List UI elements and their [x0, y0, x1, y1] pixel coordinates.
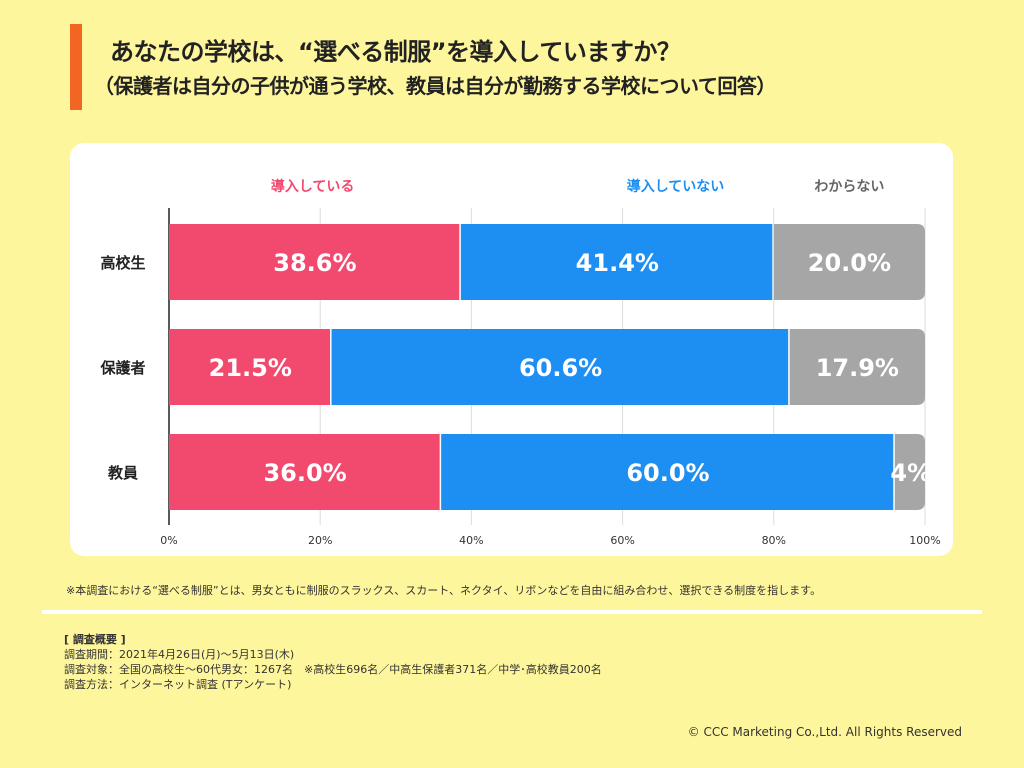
legend-label: 導入している: [271, 178, 355, 195]
data-label: 21.5%: [209, 354, 292, 382]
data-label: 20.0%: [808, 249, 891, 277]
bar-segment: [789, 329, 925, 405]
data-label: 38.6%: [273, 249, 356, 277]
divider: [42, 610, 982, 614]
x-tick-label: 0%: [160, 534, 177, 547]
title-accent-bar: [70, 24, 82, 110]
category-label: 教員: [107, 464, 138, 482]
survey-line: 調査期間：2021年4月26日(月)～5月13日(木): [64, 648, 295, 661]
bar-segment: [169, 224, 460, 300]
category-label: 保護者: [99, 359, 145, 377]
bar-segment: [169, 434, 440, 510]
data-label: 60.0%: [626, 459, 709, 487]
data-label: 17.9%: [816, 354, 899, 382]
legend-label: わからない: [814, 179, 884, 195]
data-label: 41.4%: [576, 249, 659, 277]
copyright: © CCC Marketing Co.,Ltd. All Rights Rese…: [687, 725, 962, 739]
bar-segment: [331, 329, 789, 405]
bar-segment: [894, 434, 925, 510]
page-title: あなたの学校は、“選べる制服”を導入していますか？: [110, 38, 681, 66]
page-subtitle: （保護者は自分の子供が通う学校、教員は自分が勤務する学校について回答）: [94, 74, 776, 98]
survey-line: 調査対象：全国の高校生～60代男女：1267名 ※高校生696名／中高生保護者3…: [64, 663, 602, 676]
data-label: 60.6%: [519, 354, 602, 382]
bar-segment: [460, 224, 773, 300]
x-tick-label: 40%: [459, 534, 483, 547]
bar-segment: [169, 329, 331, 405]
x-tick-label: 100%: [909, 534, 940, 547]
x-tick-label: 80%: [762, 534, 786, 547]
survey-line: 調査方法：インターネット調査 (Tアンケート): [64, 678, 292, 691]
data-label: 36.0%: [263, 459, 346, 487]
x-tick-label: 60%: [610, 534, 634, 547]
data-label: 4%: [890, 459, 931, 487]
bar-segment: [441, 434, 894, 510]
survey-summary: [ 調査概要 ] 調査期間：2021年4月26日(月)～5月13日(木) 調査対…: [64, 632, 602, 692]
footnote: ※本調査における“選べる制服”とは、男女ともに制服のスラックス、スカート、ネクタ…: [66, 584, 822, 597]
category-label: 高校生: [100, 254, 145, 272]
bar-segment: [773, 224, 925, 300]
x-tick-label: 20%: [308, 534, 332, 547]
survey-heading: [ 調査概要 ]: [64, 633, 126, 646]
legend-label: 導入していない: [627, 178, 725, 195]
